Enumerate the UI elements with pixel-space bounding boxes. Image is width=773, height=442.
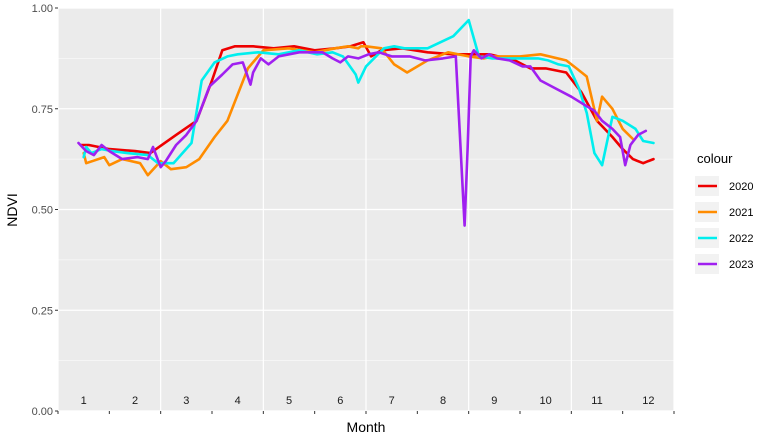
month-label: 10 [540, 395, 552, 407]
y-axis-title: NDVI [4, 193, 20, 226]
series-line-2023 [77, 49, 648, 227]
month-label: 11 [591, 395, 602, 407]
legend-title: colour [697, 151, 733, 166]
month-label: 4 [235, 395, 241, 407]
month-label: 1 [81, 395, 87, 407]
month-label: 2 [132, 395, 138, 407]
x-axis-title: Month [347, 419, 386, 435]
series-lines [77, 18, 655, 227]
month-label: 12 [642, 395, 654, 407]
y-tick-label: 0.50 [32, 205, 53, 217]
month-label: 9 [491, 395, 497, 407]
month-label: 6 [337, 395, 343, 407]
legend-label: 2021 [729, 207, 753, 219]
y-tick-label: 0.75 [32, 104, 53, 116]
legend-label: 2023 [729, 259, 753, 271]
legend-label: 2022 [729, 233, 753, 245]
month-labels: 1 2 3 4 5 6 7 8 9 10 11 12 [81, 395, 655, 407]
series-line-2021 [82, 45, 635, 177]
month-label: 7 [389, 395, 395, 407]
month-label: 5 [286, 395, 292, 407]
month-label: 8 [440, 395, 446, 407]
legend-label: 2020 [729, 181, 753, 193]
y-tick-label: 1.00 [32, 3, 53, 15]
legend: colour 2020 2021 2022 2023 [695, 151, 753, 274]
y-tick-label: 0.25 [32, 305, 53, 317]
month-label: 3 [183, 395, 189, 407]
y-tick-label: 0.00 [32, 406, 53, 418]
axes: 0.00 0.25 0.50 0.75 1.00 [32, 3, 675, 418]
